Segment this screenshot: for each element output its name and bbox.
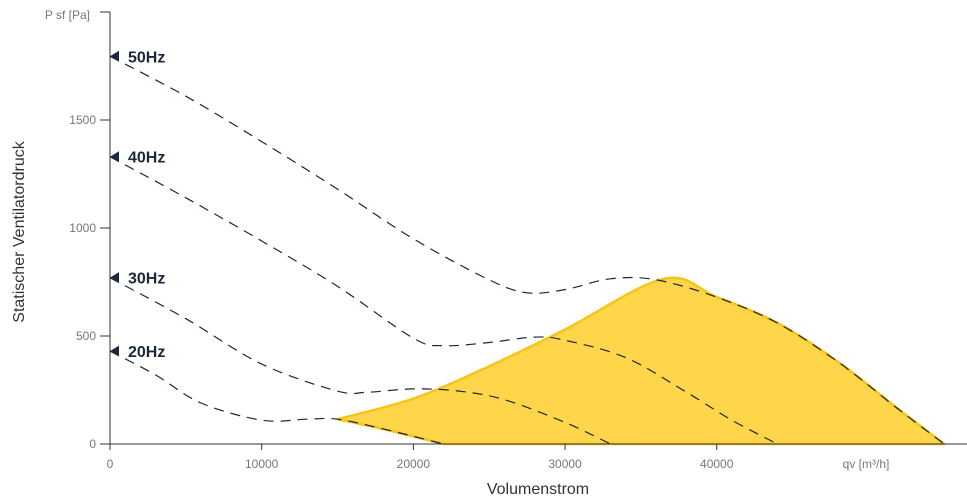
series-marker-50hz	[110, 50, 119, 62]
y-tick-label: 1500	[69, 113, 96, 127]
label-layer: 50Hz 40Hz 30Hz 20Hz	[110, 49, 165, 361]
x-axis-title: Volumenstrom	[487, 481, 589, 498]
series-label-20hz: 20Hz	[128, 344, 165, 361]
series-line-40hz	[109, 156, 778, 445]
y-axis-title: Statischer Ventilatordruck	[11, 140, 28, 322]
series-marker-30hz	[110, 272, 119, 284]
series-layer	[109, 55, 945, 445]
axes-layer: 0 500 1000 1500 0 10000 20000 30000 40000	[69, 11, 967, 471]
series-line-30hz	[109, 277, 611, 445]
x-tick-label: 20000	[397, 457, 431, 471]
series-line-20hz	[109, 350, 444, 445]
series-label-50hz: 50Hz	[128, 49, 165, 66]
operating-area	[336, 276, 946, 446]
x-tick-label: 30000	[548, 457, 582, 471]
series-label-30hz: 30Hz	[128, 271, 165, 288]
y-tick-label: 0	[89, 437, 96, 451]
x-tick-label: 40000	[700, 457, 734, 471]
series-line-50hz	[109, 55, 945, 445]
x-unit-label: qv [m³/h]	[843, 457, 890, 471]
x-tick-label: 10000	[245, 457, 279, 471]
y-tick-label: 1000	[69, 221, 96, 235]
y-unit-label: P sf [Pa]	[45, 8, 90, 22]
series-label-40hz: 40Hz	[128, 150, 165, 167]
operating-area-layer	[336, 276, 946, 446]
x-tick-label: 0	[107, 457, 114, 471]
y-tick-label: 500	[76, 329, 96, 343]
series-marker-40hz	[110, 151, 119, 163]
series-marker-20hz	[110, 345, 119, 357]
